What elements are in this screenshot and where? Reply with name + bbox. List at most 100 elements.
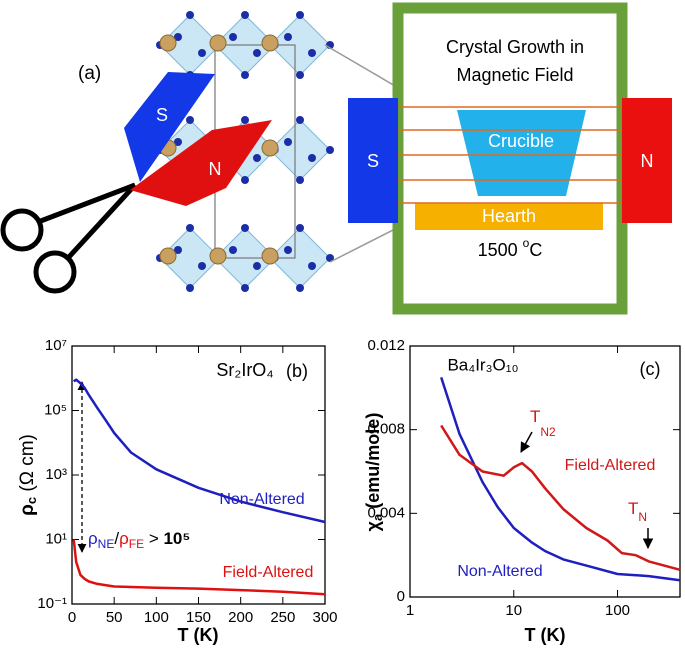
series-label: Non-Altered bbox=[219, 491, 304, 508]
oxygen-atom bbox=[296, 224, 304, 232]
oxygen-atom bbox=[284, 138, 292, 146]
x-tick-label: 150 bbox=[186, 609, 211, 626]
y-axis-label: ρc (Ω cm) bbox=[17, 434, 39, 516]
field-lines bbox=[398, 106, 622, 204]
scissors-blade bbox=[37, 182, 136, 225]
transition-label: TN2 bbox=[530, 407, 556, 439]
magnet-label: S bbox=[156, 105, 168, 125]
iridium-atom bbox=[261, 34, 279, 52]
oxygen-atom bbox=[241, 11, 249, 19]
x-tick-label: 50 bbox=[106, 609, 123, 626]
magnet-label: N bbox=[641, 151, 654, 171]
temperature-degree: o bbox=[523, 236, 530, 250]
oxygen-atom bbox=[308, 154, 316, 162]
y-label-sub: c bbox=[24, 497, 39, 504]
oxygen-atom bbox=[174, 246, 182, 254]
oxygen-atom bbox=[253, 49, 261, 57]
oxygen-atom bbox=[284, 246, 292, 254]
oxygen-atom bbox=[326, 146, 334, 154]
crystal-structure bbox=[156, 11, 334, 292]
y-tick-label: 10⁵ bbox=[44, 401, 67, 418]
chart-title: Sr₂IrO₄ bbox=[216, 360, 273, 380]
transition-symbol: T bbox=[530, 407, 540, 426]
oxygen-atom bbox=[308, 49, 316, 57]
oxygen-atom bbox=[174, 33, 182, 41]
ratio-part: / bbox=[114, 529, 119, 548]
oxygen-atom bbox=[326, 254, 334, 262]
iridium-atom bbox=[261, 139, 279, 157]
iridium-atom bbox=[209, 34, 227, 52]
oxygen-atom bbox=[186, 284, 194, 292]
oxygen-atom bbox=[296, 116, 304, 124]
oxygen-atom bbox=[186, 11, 194, 19]
data-line bbox=[72, 539, 326, 596]
oxygen-atom bbox=[253, 154, 261, 162]
oxygen-atom bbox=[284, 33, 292, 41]
oxygen-atom bbox=[229, 33, 237, 41]
x-axis-label: T (K) bbox=[525, 625, 566, 645]
transition-symbol: T bbox=[628, 499, 638, 518]
oxygen-atom bbox=[198, 49, 206, 57]
scissors-blade bbox=[66, 183, 137, 260]
oxygen-atom bbox=[241, 224, 249, 232]
diagram: (a) S N Crystal Growth in Magnetic Field… bbox=[0, 2, 672, 315]
x-axis-label: T (K) bbox=[178, 625, 219, 645]
transition-sub: N2 bbox=[540, 425, 556, 439]
ratio-part: NE bbox=[98, 537, 115, 551]
y-tick-label: 10¹ bbox=[45, 530, 67, 547]
scissors-handle bbox=[33, 250, 77, 294]
ratio-part: 10⁵ bbox=[163, 529, 190, 548]
y-label-symbol: ρ bbox=[17, 504, 38, 516]
chart-title: Ba₄Ir₃O₁₀ bbox=[447, 355, 518, 374]
oxygen-atom bbox=[241, 71, 249, 79]
series-label: Non-Altered bbox=[457, 563, 542, 580]
oxygen-atom bbox=[241, 284, 249, 292]
ratio-part: FE bbox=[129, 537, 144, 551]
plot-frame bbox=[409, 345, 681, 598]
scissors-handle bbox=[0, 208, 44, 252]
transition-arrow bbox=[520, 431, 533, 453]
ratio-part: ρ bbox=[88, 529, 98, 548]
x-tick-label: 250 bbox=[270, 609, 295, 626]
y-label-unit: (emu/mole) bbox=[363, 413, 383, 514]
series-label: Field-Altered bbox=[565, 457, 656, 474]
x-tick-label: 300 bbox=[312, 609, 337, 626]
temperature-unit: C bbox=[529, 240, 542, 260]
series-label: Field-Altered bbox=[223, 564, 314, 581]
oxygen-atom bbox=[296, 71, 304, 79]
oxygen-atom bbox=[241, 116, 249, 124]
data-line bbox=[440, 424, 681, 572]
crucible bbox=[457, 110, 586, 196]
magnet-label: S bbox=[367, 151, 379, 171]
iridium-atom bbox=[209, 247, 227, 265]
y-axis-label: χa (emu/mole) bbox=[363, 413, 386, 532]
iridium-atom bbox=[159, 34, 177, 52]
temperature: 1500 oC bbox=[478, 236, 543, 260]
panel-label: (c) bbox=[640, 359, 661, 379]
y-tick-label: 10⁷ bbox=[45, 337, 67, 354]
oxygen-atom bbox=[253, 262, 261, 270]
x-tick-label: 10 bbox=[505, 602, 522, 619]
x-tick-label: 1 bbox=[406, 602, 414, 619]
y-label-unit: (Ω cm) bbox=[17, 434, 38, 497]
panel-label: (a) bbox=[78, 63, 101, 84]
octahedron bbox=[269, 119, 331, 181]
scissors-magnet-north bbox=[130, 120, 272, 206]
oxygen-atom bbox=[186, 116, 194, 124]
y-tick-label: 0.004 bbox=[367, 504, 405, 521]
hearth-label: Hearth bbox=[482, 206, 536, 226]
ratio-part: ρ bbox=[119, 529, 129, 548]
oxygen-atom bbox=[296, 11, 304, 19]
x-tick-label: 0 bbox=[68, 609, 76, 626]
transition-label: TN bbox=[628, 499, 647, 524]
magnet-label: N bbox=[209, 159, 222, 179]
y-tick-label: 0.012 bbox=[367, 337, 405, 354]
transition-sub: N bbox=[638, 510, 647, 524]
ratio-part: > bbox=[144, 529, 163, 548]
x-tick-label: 100 bbox=[144, 609, 169, 626]
iridium-atom bbox=[261, 247, 279, 265]
oxygen-atom bbox=[241, 176, 249, 184]
ratio-annotation: ρNE/ρFE > 10⁵ bbox=[88, 529, 190, 551]
magnet-north bbox=[622, 98, 672, 223]
